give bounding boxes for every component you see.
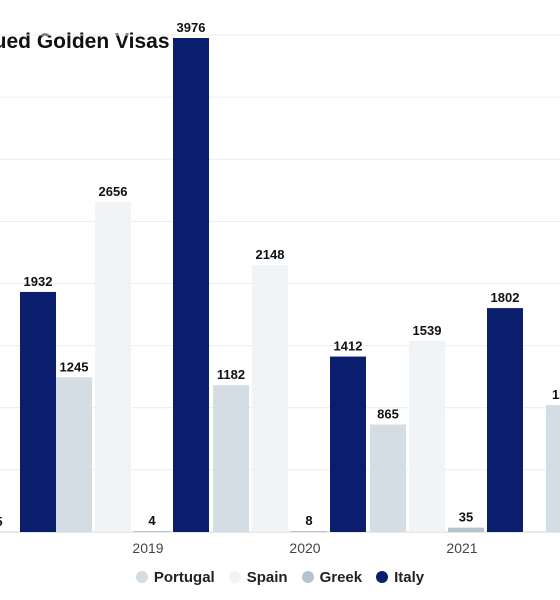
data-label: 865 — [377, 407, 399, 422]
data-label: 2656 — [99, 184, 128, 199]
bar-greek — [134, 531, 170, 532]
data-label: 35 — [459, 510, 473, 525]
bar-spain — [95, 201, 131, 532]
legend-swatch — [228, 571, 241, 583]
legend-label: Spain — [246, 568, 288, 586]
bar-spain — [409, 340, 445, 532]
legend-item-italy[interactable]: Italy — [376, 569, 424, 586]
data-label: 8 — [305, 513, 312, 528]
data-label: 1245 — [60, 359, 89, 374]
x-tick-label: 2021 — [446, 540, 477, 556]
data-label: 12 — [552, 387, 560, 402]
legend-label: Greek — [319, 568, 363, 586]
bar-italy — [487, 308, 523, 532]
bar-portugal — [370, 424, 406, 532]
chart-legend: Portugal Spain Greek Italy — [0, 566, 560, 588]
data-label: 5 — [0, 514, 3, 529]
bar-greek — [448, 527, 484, 532]
data-label: 1412 — [334, 339, 363, 354]
bar-portugal — [546, 405, 560, 532]
bar-spain — [252, 265, 288, 532]
data-label: 4 — [148, 513, 156, 528]
legend-item-greek[interactable]: Greek — [301, 568, 363, 586]
legend-label: Italy — [394, 568, 425, 586]
data-label: 2148 — [256, 247, 285, 262]
data-label: 1932 — [24, 274, 53, 289]
legend-item-spain[interactable]: Spain — [228, 568, 288, 586]
bar-italy — [330, 356, 366, 532]
data-label: 1539 — [413, 323, 442, 338]
legend-swatch — [135, 571, 148, 583]
x-tick-label: 2019 — [132, 540, 163, 556]
data-label: 1182 — [217, 367, 245, 382]
bar-portugal — [213, 385, 249, 532]
bar-portugal — [56, 377, 92, 532]
bar-italy — [173, 37, 209, 533]
bar-italy — [20, 291, 56, 532]
legend-item-portugal[interactable]: Portugal — [135, 568, 215, 586]
bar-greek — [291, 531, 327, 532]
chart-title: sued Golden Visas — [0, 30, 170, 53]
legend-swatch — [301, 571, 314, 583]
data-label: 1802 — [491, 290, 520, 305]
data-label: 3976 — [177, 20, 206, 35]
legend-label: Portugal — [153, 568, 215, 586]
legend-swatch — [376, 571, 389, 583]
x-tick-label: 2020 — [289, 540, 320, 556]
